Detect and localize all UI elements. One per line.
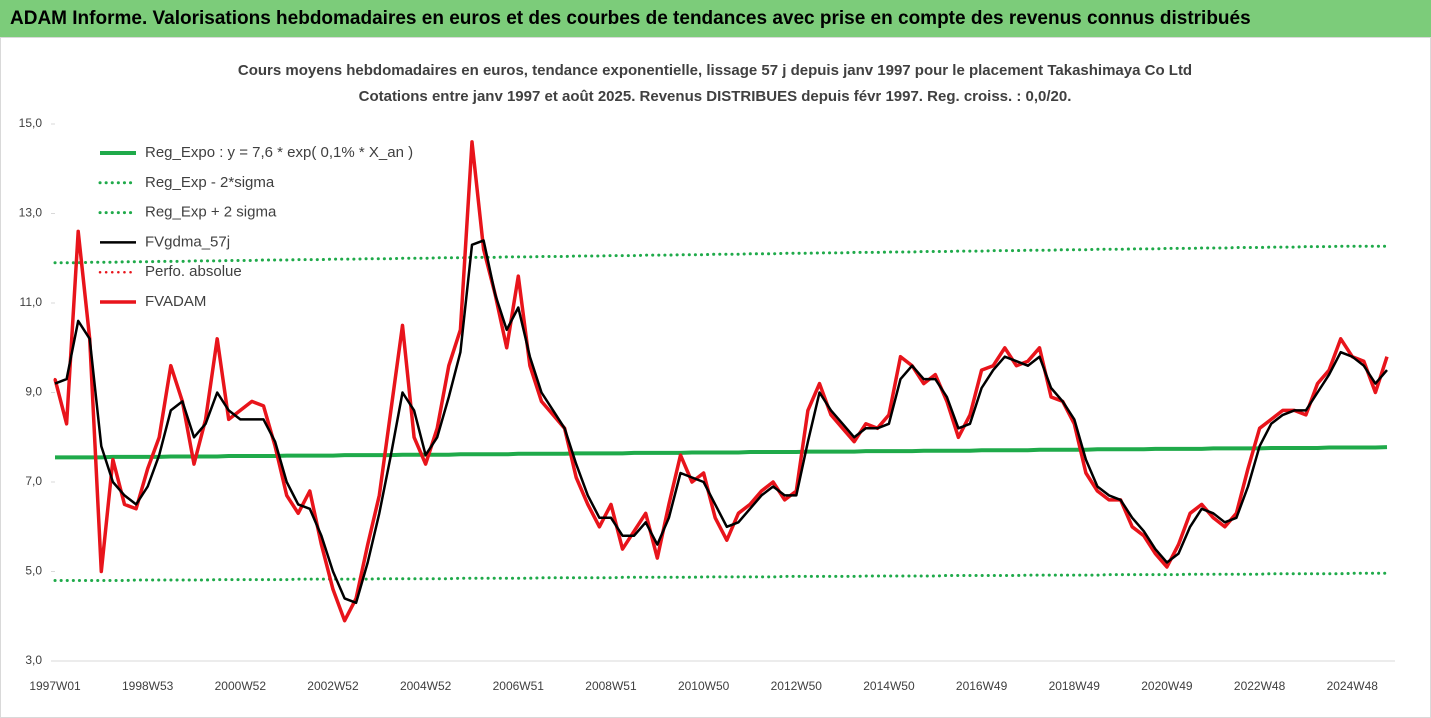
legend-label: Reg_Exp + 2 sigma (145, 204, 277, 221)
x-tick-label: 2020W49 (1141, 679, 1193, 693)
x-tick-label: 2010W50 (678, 679, 730, 693)
x-tick-label: 2018W49 (1049, 679, 1101, 693)
legend-label: FVgdma_57j (145, 233, 230, 250)
y-tick-label: 11,0 (20, 295, 43, 309)
x-tick-label: 2008W51 (585, 679, 637, 693)
x-tick-label: 2022W48 (1234, 679, 1286, 693)
axes: 3,0 5,0 7,0 9,0 11,0 13,0 15,0 1997W01 1998W53 20… (19, 116, 1395, 693)
chart-subtitle: Cotations entre janv 1997 et août 2025. … (359, 88, 1072, 105)
legend-label: Reg_Expo : y = 7,6 * exp( 0,1% * X_an ) (145, 144, 413, 161)
series-line (53, 140, 1389, 623)
x-tick-label: 2016W49 (956, 679, 1008, 693)
series-line (53, 571, 1389, 582)
y-tick-label: 15,0 (19, 116, 43, 130)
y-tick-label: 9,0 (25, 385, 42, 399)
legend-label: Reg_Exp - 2*sigma (145, 174, 275, 191)
legend: Reg_Expo : y = 7,6 * exp( 0,1% * X_an ) R… (98, 144, 413, 310)
series-line (54, 239, 1388, 605)
x-tick-label: 1997W01 (29, 679, 81, 693)
y-tick-label: 7,0 (25, 474, 42, 488)
y-tick-label: 13,0 (19, 206, 43, 220)
title-bar (0, 0, 1431, 37)
legend-label: FVADAM (145, 293, 206, 310)
x-tick-label: 1998W53 (122, 679, 174, 693)
x-tick-label: 2000W52 (215, 679, 267, 693)
x-tick-label: 2002W52 (307, 679, 359, 693)
x-tick-label: 2004W52 (400, 679, 452, 693)
x-tick-label: 2014W50 (863, 679, 915, 693)
series-line (53, 244, 1389, 265)
plot-area (53, 140, 1389, 623)
series-line (55, 445, 1388, 460)
chart-title: ADAM Informe. Valorisations hebdomadaire… (10, 8, 1251, 29)
legend-label: Perfo. absolue (145, 263, 242, 280)
y-tick-label: 5,0 (25, 564, 42, 578)
x-tick-label: 2012W50 (771, 679, 823, 693)
chart-subtitle: Cours moyens hebdomadaires en euros, ten… (238, 62, 1192, 79)
chart-frame (0, 37, 1431, 718)
x-tick-label: 2024W48 (1327, 679, 1379, 693)
x-tick-label: 2006W51 (493, 679, 545, 693)
y-tick-label: 3,0 (25, 653, 42, 667)
